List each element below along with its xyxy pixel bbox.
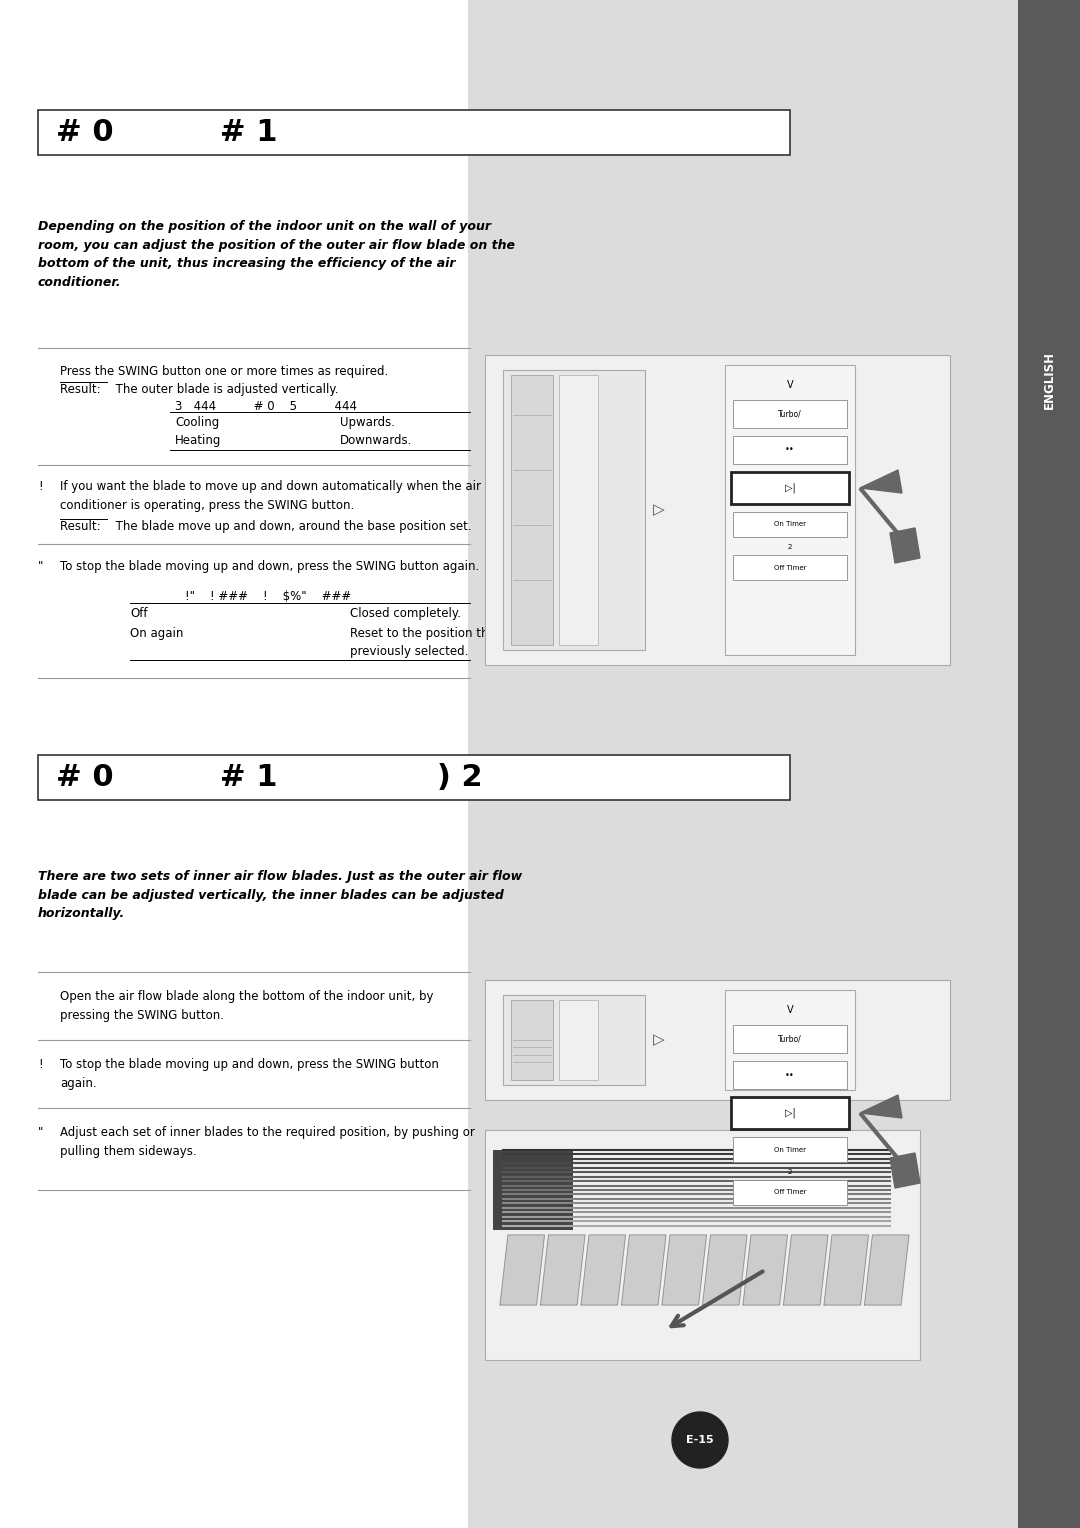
- Polygon shape: [581, 1235, 625, 1305]
- Polygon shape: [743, 1235, 787, 1305]
- Text: Cooling: Cooling: [175, 416, 219, 429]
- Text: V: V: [786, 380, 794, 390]
- Text: !: !: [38, 480, 42, 494]
- Text: V: V: [786, 1005, 794, 1015]
- Polygon shape: [662, 1235, 706, 1305]
- Polygon shape: [702, 1235, 747, 1305]
- Bar: [503, 370, 645, 649]
- Text: Result:    The outer blade is adjusted vertically.: Result: The outer blade is adjusted vert…: [60, 384, 338, 396]
- Bar: [485, 1131, 920, 1360]
- Bar: [733, 1025, 847, 1053]
- Text: # 0          # 1               ) 2: # 0 # 1 ) 2: [56, 762, 483, 792]
- Text: Reset to the position that you: Reset to the position that you: [350, 626, 526, 640]
- Text: Open the air flow blade along the bottom of the indoor unit, by
pressing the SWI: Open the air flow blade along the bottom…: [60, 990, 433, 1022]
- Text: ▷|: ▷|: [785, 483, 795, 494]
- Text: On Timer: On Timer: [774, 521, 806, 527]
- Polygon shape: [824, 1235, 868, 1305]
- Bar: [503, 995, 645, 1085]
- Bar: [731, 472, 849, 504]
- Bar: [38, 755, 789, 801]
- Bar: [733, 1137, 847, 1161]
- Bar: [559, 999, 598, 1080]
- Polygon shape: [621, 1235, 666, 1305]
- Text: ▷|: ▷|: [785, 1108, 795, 1118]
- Text: ▷: ▷: [653, 503, 665, 518]
- Text: Off Timer: Off Timer: [773, 564, 807, 570]
- Text: E-15: E-15: [686, 1435, 714, 1445]
- Bar: [511, 374, 553, 645]
- Polygon shape: [672, 1412, 728, 1468]
- Bar: [468, 0, 1018, 1528]
- Text: To stop the blade moving up and down, press the SWING button
again.: To stop the blade moving up and down, pr…: [60, 1057, 438, 1089]
- Bar: [733, 1060, 847, 1089]
- Bar: [511, 999, 553, 1080]
- Text: ▷: ▷: [653, 1033, 665, 1048]
- Polygon shape: [890, 1154, 920, 1187]
- Bar: [733, 1180, 847, 1206]
- Text: ": ": [38, 1126, 43, 1138]
- Text: On Timer: On Timer: [774, 1146, 806, 1152]
- Bar: [733, 555, 847, 581]
- Text: 2: 2: [787, 544, 793, 550]
- Polygon shape: [783, 1235, 828, 1305]
- Bar: [38, 110, 789, 154]
- Text: To stop the blade moving up and down, press the SWING button again.: To stop the blade moving up and down, pr…: [60, 559, 480, 573]
- Bar: [733, 435, 847, 465]
- Polygon shape: [890, 529, 920, 562]
- Text: Turbo/: Turbo/: [778, 410, 801, 419]
- Text: ••: ••: [785, 446, 795, 454]
- Text: On again: On again: [130, 626, 184, 640]
- Polygon shape: [860, 471, 902, 494]
- Text: ••: ••: [785, 1071, 795, 1079]
- Bar: [733, 512, 847, 536]
- Text: Turbo/: Turbo/: [778, 1034, 801, 1044]
- Text: Depending on the position of the indoor unit on the wall of your
room, you can a: Depending on the position of the indoor …: [38, 220, 515, 289]
- Text: There are two sets of inner air flow blades. Just as the outer air flow
blade ca: There are two sets of inner air flow bla…: [38, 869, 522, 920]
- Text: Adjust each set of inner blades to the required position, by pushing or
pulling : Adjust each set of inner blades to the r…: [60, 1126, 475, 1158]
- Bar: [725, 990, 855, 1089]
- Text: 3   444          # 0    5          444: 3 444 # 0 5 444: [175, 400, 357, 413]
- Text: # 0          # 1: # 0 # 1: [56, 118, 278, 147]
- Text: ": ": [38, 559, 43, 573]
- Bar: [559, 374, 598, 645]
- Polygon shape: [860, 1096, 902, 1118]
- Polygon shape: [500, 1235, 544, 1305]
- Text: ENGLISH: ENGLISH: [1042, 351, 1055, 410]
- Text: Upwards.: Upwards.: [340, 416, 395, 429]
- Text: Off: Off: [130, 607, 148, 620]
- Text: If you want the blade to move up and down automatically when the air
conditioner: If you want the blade to move up and dow…: [60, 480, 481, 512]
- Text: Off Timer: Off Timer: [773, 1189, 807, 1195]
- Text: Press the SWING button one or more times as required.: Press the SWING button one or more times…: [60, 365, 388, 377]
- Bar: [725, 365, 855, 656]
- Bar: [485, 979, 950, 1100]
- Bar: [485, 354, 950, 665]
- Bar: [1018, 0, 1080, 1528]
- Text: Result:    The blade move up and down, around the base position set.: Result: The blade move up and down, arou…: [60, 520, 472, 533]
- Text: !: !: [38, 1057, 42, 1071]
- Text: Heating: Heating: [175, 434, 221, 448]
- Polygon shape: [540, 1235, 585, 1305]
- Text: !"    ! ###    !    $%"    ###: !" ! ### ! $%" ###: [185, 590, 351, 604]
- Text: previously selected.: previously selected.: [350, 645, 469, 659]
- Bar: [733, 400, 847, 428]
- Bar: [492, 1151, 573, 1230]
- Bar: [731, 1097, 849, 1129]
- Text: Downwards.: Downwards.: [340, 434, 413, 448]
- Text: Closed completely.: Closed completely.: [350, 607, 461, 620]
- Polygon shape: [864, 1235, 909, 1305]
- Text: 2: 2: [787, 1169, 793, 1175]
